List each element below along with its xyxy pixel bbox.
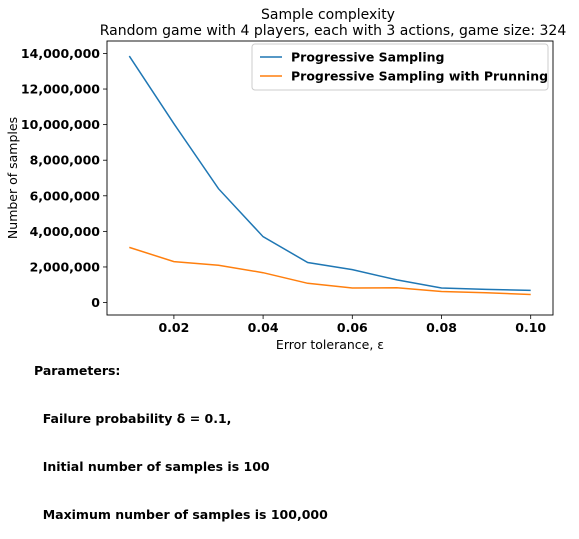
chart-title: Sample complexity [261,7,395,23]
legend-label: Progressive Sampling [291,50,444,65]
y-tick-label: 2,000,000 [30,259,101,274]
parameters-heading: Parameters: [34,363,121,378]
x-tick-label: 0.08 [426,320,457,335]
legend-label: Progressive Sampling with Prunning [291,69,548,84]
y-tick-label: 8,000,000 [30,153,101,168]
series-layer [128,55,531,296]
y-tick-label: 10,000,000 [21,117,100,132]
plot-frame [106,40,554,316]
y-tick-label: 4,000,000 [30,224,101,239]
x-axis-label: Error tolerance, ε [276,337,384,352]
y-axis-label: Number of samples [5,117,20,239]
y-tick-label: 14,000,000 [21,46,100,61]
y-tick-label: 0 [91,295,100,310]
parameters-block: Parameters: Failure probability δ = 0.1,… [34,331,328,539]
x-tick-label: 0.06 [337,320,368,335]
y-tick-label: 12,000,000 [21,82,100,97]
x-tick-label: 0.04 [248,320,279,335]
sample-complexity-chart: Sample complexity Random game with 4 pla… [5,7,567,352]
legend-box [251,43,549,91]
legend: Progressive Sampling Progressive Samplin… [251,43,549,91]
chart-subtitle: Random game with 4 players, each with 3 … [100,23,567,39]
x-tick-label: 0.10 [515,320,546,335]
parameter-maximum-samples: Maximum number of samples is 100,000 [34,507,328,522]
series-line-progressive-sampling [128,55,531,292]
x-tick-label: 0.02 [158,320,189,335]
y-tick-label: 6,000,000 [30,188,101,203]
parameter-initial-samples: Initial number of samples is 100 [34,459,270,474]
tick-layer: 0.02 0.04 0.06 0.08 0.10 0 2,000,000 4,000,000 6… [21,46,546,335]
series-line-progressive-sampling-with-pruning [129,246,531,296]
parameter-failure-probability: Failure probability δ = 0.1, [34,411,232,426]
